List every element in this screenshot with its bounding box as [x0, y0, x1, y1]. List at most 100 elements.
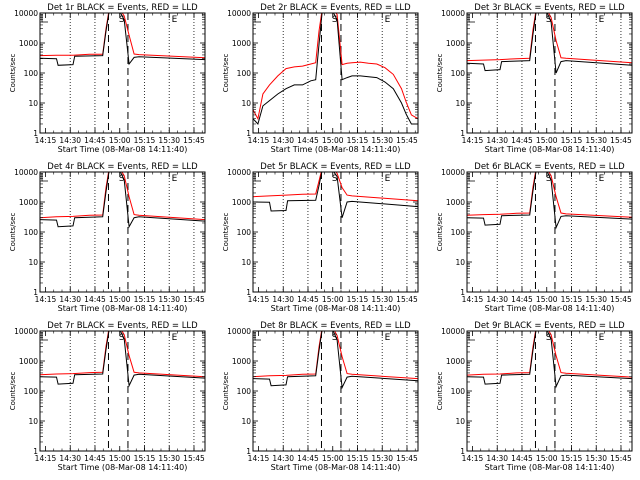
series-lld-line	[253, 13, 418, 121]
plot-frame	[39, 12, 206, 134]
marker-s-label: S	[332, 174, 338, 184]
x-tick-label: 14:30	[59, 295, 81, 304]
chart-title: Det 1r BLACK = Events, RED = LLD	[47, 3, 198, 13]
chart-title: Det 9r BLACK = Events, RED = LLD	[474, 321, 625, 331]
y-tick-label: 1	[33, 129, 38, 138]
y-tick-label: 1000	[446, 198, 465, 207]
x-tick-label: 14:15	[462, 136, 484, 145]
y-axis-label: Counts/sec	[436, 213, 444, 252]
marker-e-label: E	[385, 174, 391, 184]
x-tick-label: 14:30	[486, 136, 508, 145]
flag-marker	[468, 14, 475, 23]
series-events-line	[467, 13, 632, 74]
y-tick-label: 1000	[19, 39, 38, 48]
x-tick-label: 14:15	[248, 454, 270, 463]
chart-panel: Det 1r BLACK = Events, RED = LLD S E 1 10 100…	[9, 3, 206, 154]
y-tick-label: 10	[241, 417, 251, 426]
x-tick-label: 15:30	[158, 295, 180, 304]
chart-panel: Det 5r BLACK = Events, RED = LLD S E 1 10 100…	[222, 162, 419, 313]
x-tick-label: 14:30	[486, 454, 508, 463]
plot-frame	[466, 12, 633, 134]
x-tick-label: 15:30	[585, 136, 607, 145]
x-tick-label: 15:00	[322, 136, 344, 145]
y-tick-label: 10000	[14, 327, 38, 336]
y-axis-label: Counts/sec	[222, 372, 230, 411]
y-tick-label: 10	[455, 99, 465, 108]
marker-s-label: S	[546, 15, 552, 25]
x-tick-label: 15:00	[109, 454, 131, 463]
marker-s-label: S	[546, 333, 552, 343]
x-tick-label: 14:45	[84, 454, 106, 463]
x-tick-label: 14:45	[297, 295, 319, 304]
plot-frame	[252, 12, 419, 134]
x-axis-label: Start Time (08-Mar-08 14:11:40)	[58, 145, 188, 154]
x-tick-label: 14:15	[248, 295, 270, 304]
chart-panel: Det 4r BLACK = Events, RED = LLD S E 1 10 100…	[9, 162, 206, 313]
x-tick-label: 14:15	[35, 454, 57, 463]
x-tick-label: 14:30	[272, 136, 294, 145]
flag-marker	[468, 173, 475, 182]
x-tick-label: 15:15	[134, 136, 156, 145]
x-tick-label: 14:30	[59, 454, 81, 463]
x-axis-label: Start Time (08-Mar-08 14:11:40)	[271, 304, 401, 313]
y-tick-label: 1000	[232, 39, 251, 48]
y-tick-label: 100	[24, 228, 39, 237]
x-tick-label: 15:45	[396, 136, 418, 145]
marker-e-label: E	[599, 15, 605, 25]
y-tick-label: 100	[237, 387, 252, 396]
y-axis-label: Counts/sec	[436, 54, 444, 93]
x-tick-label: 15:30	[158, 136, 180, 145]
plot-frame	[39, 171, 206, 293]
y-tick-label: 10000	[14, 168, 38, 177]
x-tick-label: 15:15	[561, 136, 583, 145]
y-axis-label: Counts/sec	[9, 54, 17, 93]
x-tick-label: 15:15	[561, 295, 583, 304]
y-tick-label: 100	[237, 228, 252, 237]
chart-panel: Det 2r BLACK = Events, RED = LLD S E 1 10 100…	[222, 3, 419, 154]
series-lld-line	[40, 331, 205, 378]
plot-frame	[39, 330, 206, 452]
x-axis-label: Start Time (08-Mar-08 14:11:40)	[58, 304, 188, 313]
x-tick-label: 15:45	[610, 454, 632, 463]
x-tick-label: 15:45	[183, 454, 205, 463]
y-tick-label: 10	[455, 258, 465, 267]
x-axis-label: Start Time (08-Mar-08 14:11:40)	[271, 463, 401, 472]
x-tick-label: 15:45	[610, 295, 632, 304]
y-tick-label: 100	[24, 69, 39, 78]
y-tick-label: 1000	[232, 357, 251, 366]
chart-panel: Det 6r BLACK = Events, RED = LLD S E 1 10 100…	[436, 162, 633, 313]
chart-title: Det 2r BLACK = Events, RED = LLD	[260, 3, 411, 13]
series-lld-line	[253, 331, 418, 380]
series-events-line	[40, 331, 205, 388]
x-tick-label: 14:45	[511, 295, 533, 304]
y-tick-label: 10	[241, 99, 251, 108]
marker-e-label: E	[599, 333, 605, 343]
chart-panel: Det 9r BLACK = Events, RED = LLD S E 1 10 100…	[436, 321, 633, 472]
marker-e-label: E	[172, 174, 178, 184]
y-axis-label: Counts/sec	[9, 213, 17, 252]
x-axis-label: Start Time (08-Mar-08 14:11:40)	[485, 145, 615, 154]
y-tick-label: 1	[460, 129, 465, 138]
x-tick-label: 14:30	[486, 295, 508, 304]
y-tick-label: 1000	[19, 198, 38, 207]
y-tick-label: 1000	[446, 357, 465, 366]
x-tick-label: 15:30	[158, 454, 180, 463]
y-tick-label: 1000	[19, 357, 38, 366]
series-lld-line	[467, 331, 632, 378]
x-tick-label: 15:30	[371, 454, 393, 463]
y-axis-label: Counts/sec	[222, 54, 230, 93]
y-tick-label: 10	[28, 99, 38, 108]
flag-marker	[41, 173, 48, 182]
marker-s-label: S	[332, 15, 338, 25]
y-axis-label: Counts/sec	[9, 372, 17, 411]
series-events-line	[467, 172, 632, 230]
y-tick-label: 100	[451, 69, 466, 78]
plot-frame	[466, 171, 633, 293]
series-lld-line	[40, 172, 205, 221]
chart-title: Det 7r BLACK = Events, RED = LLD	[47, 321, 198, 331]
x-tick-label: 15:15	[561, 454, 583, 463]
flag-marker	[41, 14, 48, 23]
series-events-line	[253, 13, 418, 125]
x-tick-label: 14:45	[511, 136, 533, 145]
